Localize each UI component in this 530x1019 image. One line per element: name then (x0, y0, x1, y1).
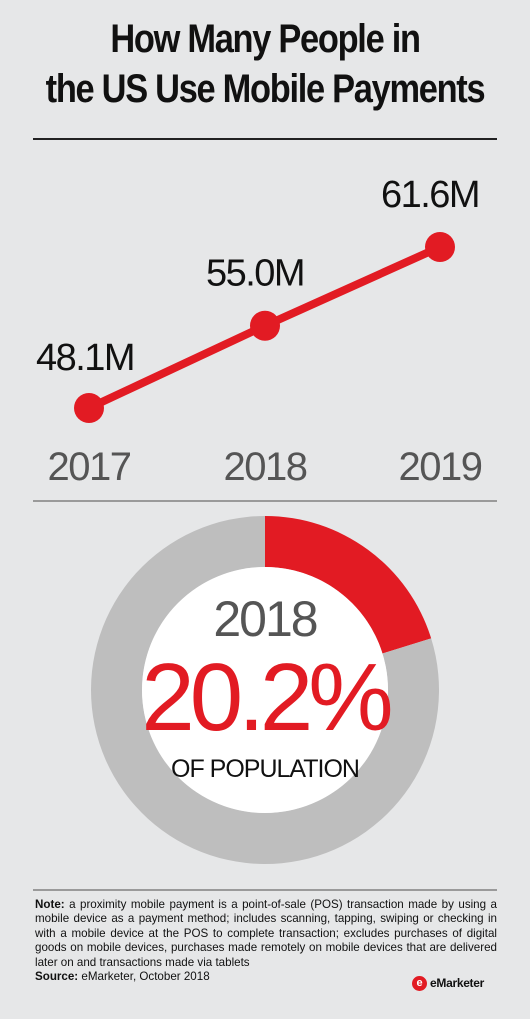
donut-center (142, 567, 388, 813)
donut-value: 20.2% (141, 644, 390, 751)
notes-divider (33, 889, 497, 891)
x-tick-label: 2017 (48, 445, 131, 489)
donut-slice-highlight (265, 516, 432, 654)
emarketer-logo-icon: e (412, 975, 427, 991)
brand-name: eMarketer (430, 976, 485, 990)
page-title: How Many People in the US Use Mobile Pay… (37, 14, 493, 114)
note-label: Note: (35, 898, 65, 911)
donut-year: 2018 (213, 591, 316, 647)
notes-block: Note: a proximity mobile payment is a po… (35, 898, 497, 984)
data-label: 48.1M (36, 337, 134, 379)
source-text: eMarketer, October 2018 (78, 970, 210, 984)
data-point (425, 232, 455, 262)
data-label: 61.6M (381, 174, 479, 216)
note-text: a proximity mobile payment is a point-of… (35, 898, 497, 969)
title-line-2: the US Use Mobile Payments (45, 67, 486, 111)
donut-slice-rest (91, 516, 440, 864)
title-divider (33, 138, 497, 140)
line-chart: 48.1M 2017 55.0M 2018 61.6M 2019 (36, 174, 483, 489)
source-label: Source: (35, 970, 79, 984)
data-point (74, 393, 104, 423)
x-tick-label: 2019 (399, 445, 482, 489)
section-divider (33, 500, 497, 502)
x-tick-label: 2018 (224, 445, 307, 489)
title-line-1: How Many People in (110, 17, 421, 61)
data-label: 55.0M (206, 253, 304, 295)
donut-caption: OF POPULATION (171, 755, 359, 783)
data-point (250, 310, 280, 341)
brand-logo: e eMarketer (412, 973, 502, 993)
